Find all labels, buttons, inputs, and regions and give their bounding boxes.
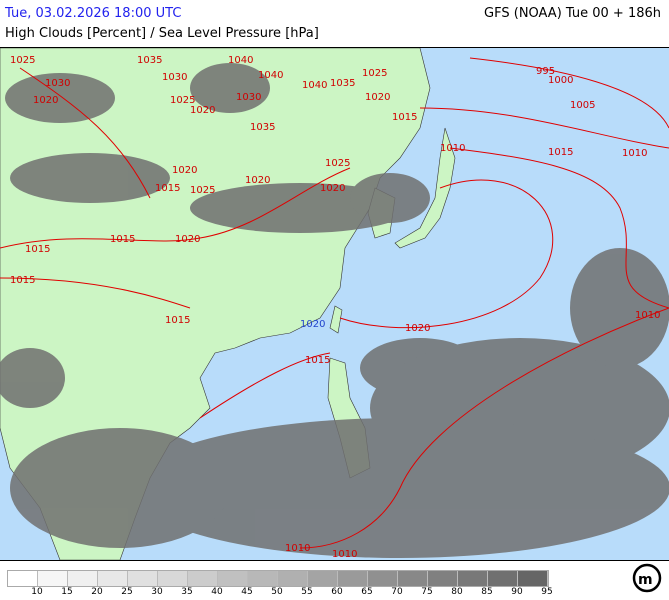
legend-swatch — [188, 571, 218, 586]
isobar-label: 1000 — [548, 75, 573, 86]
legend-label: 60 — [331, 587, 343, 597]
isobar-label: 1020 — [175, 234, 200, 245]
isobar-label: 1005 — [570, 100, 595, 111]
cloud-cover — [0, 63, 669, 558]
legend-label: 15 — [61, 587, 73, 597]
legend-swatch — [338, 571, 368, 586]
isobar-label: 1020 — [320, 183, 345, 194]
legend-swatch — [38, 571, 68, 586]
color-legend — [7, 570, 549, 587]
isobar-label: 1015 — [10, 275, 35, 286]
isobar-label: 1015 — [165, 315, 190, 326]
isobar-label: 1015 — [25, 244, 50, 255]
legend-swatch — [98, 571, 128, 586]
legend-label: 50 — [271, 587, 283, 597]
isobar-label: 1015 — [110, 234, 135, 245]
isobar-label: 1020 — [190, 105, 215, 116]
isobar-label: 1015 — [392, 112, 417, 123]
isobars — [0, 57, 669, 549]
isobar-label: 1020 — [365, 92, 390, 103]
legend-swatch — [68, 571, 98, 586]
legend-swatch — [278, 571, 308, 586]
legend-label: 40 — [211, 587, 223, 597]
legend-label: 25 — [121, 587, 133, 597]
valid-time: Tue, 03.02.2026 18:00 UTC — [5, 6, 182, 21]
legend-swatch — [308, 571, 338, 586]
model-run: GFS (NOAA) Tue 00 + 186h — [484, 6, 661, 21]
legend-swatch — [218, 571, 248, 586]
isobar-label: 1025 — [362, 68, 387, 79]
legend-swatch — [488, 571, 518, 586]
legend-label: 20 — [91, 587, 103, 597]
legend-label: 10 — [31, 587, 43, 597]
legend-swatch — [518, 571, 548, 586]
land-japan — [394, 127, 456, 249]
legend-label: 95 — [541, 587, 553, 597]
isobar-label: 1040 — [302, 80, 327, 91]
isobar-label: 1030 — [45, 78, 70, 89]
legend-label: 90 — [511, 587, 523, 597]
isobar-label: 1010 — [622, 148, 647, 159]
legend-label: 80 — [451, 587, 463, 597]
isobar-label: 1015 — [155, 183, 180, 194]
isobar-label: 1030 — [236, 92, 261, 103]
isobar-label: 1035 — [330, 78, 355, 89]
legend-swatch — [248, 571, 278, 586]
meteologix-logo: m — [632, 563, 662, 593]
isobar-label: 1040 — [258, 70, 283, 81]
isobar-label: 1010 — [285, 543, 310, 554]
isobar-label: 1025 — [325, 158, 350, 169]
land-taiwan — [329, 305, 343, 334]
isobar-label: 1020 — [245, 175, 270, 186]
legend-label: 70 — [391, 587, 403, 597]
legend-swatch — [128, 571, 158, 586]
isobar-label: 1030 — [162, 72, 187, 83]
isobar-label: 1025 — [170, 95, 195, 106]
legend-swatch — [398, 571, 428, 586]
legend-label: 55 — [301, 587, 313, 597]
legend-label: 45 — [241, 587, 253, 597]
isobar-label: 1020 — [172, 165, 197, 176]
isobar-label: 1010 — [440, 143, 465, 154]
legend-swatch — [368, 571, 398, 586]
legend-label: 65 — [361, 587, 373, 597]
isobar-label: 1015 — [305, 355, 330, 366]
legend-label: 85 — [481, 587, 493, 597]
isobar-label: 1035 — [250, 122, 275, 133]
isobar-label: 1020 — [405, 323, 430, 334]
legend-label: 75 — [421, 587, 433, 597]
isobar-label: 1015 — [548, 147, 573, 158]
legend-swatch — [158, 571, 188, 586]
isobar-label: 1035 — [137, 55, 162, 66]
isobar-label: 1010 — [332, 549, 357, 560]
legend-swatch — [458, 571, 488, 586]
isobar-label: 1020 — [33, 95, 58, 106]
legend-label: 30 — [151, 587, 163, 597]
isobar-label: 1020 — [300, 319, 325, 330]
svg-text:m: m — [638, 572, 653, 588]
isobar-label: 1025 — [190, 185, 215, 196]
isobar-label: 995 — [536, 66, 555, 77]
isobar-label: 1025 — [10, 55, 35, 66]
legend-swatch — [428, 571, 458, 586]
isobar-label: 1010 — [635, 310, 660, 321]
isobar-label: 1040 — [228, 55, 253, 66]
parameter-title: High Clouds [Percent] / Sea Level Pressu… — [5, 26, 319, 41]
legend-label: 35 — [181, 587, 193, 597]
legend-swatch — [8, 571, 38, 586]
